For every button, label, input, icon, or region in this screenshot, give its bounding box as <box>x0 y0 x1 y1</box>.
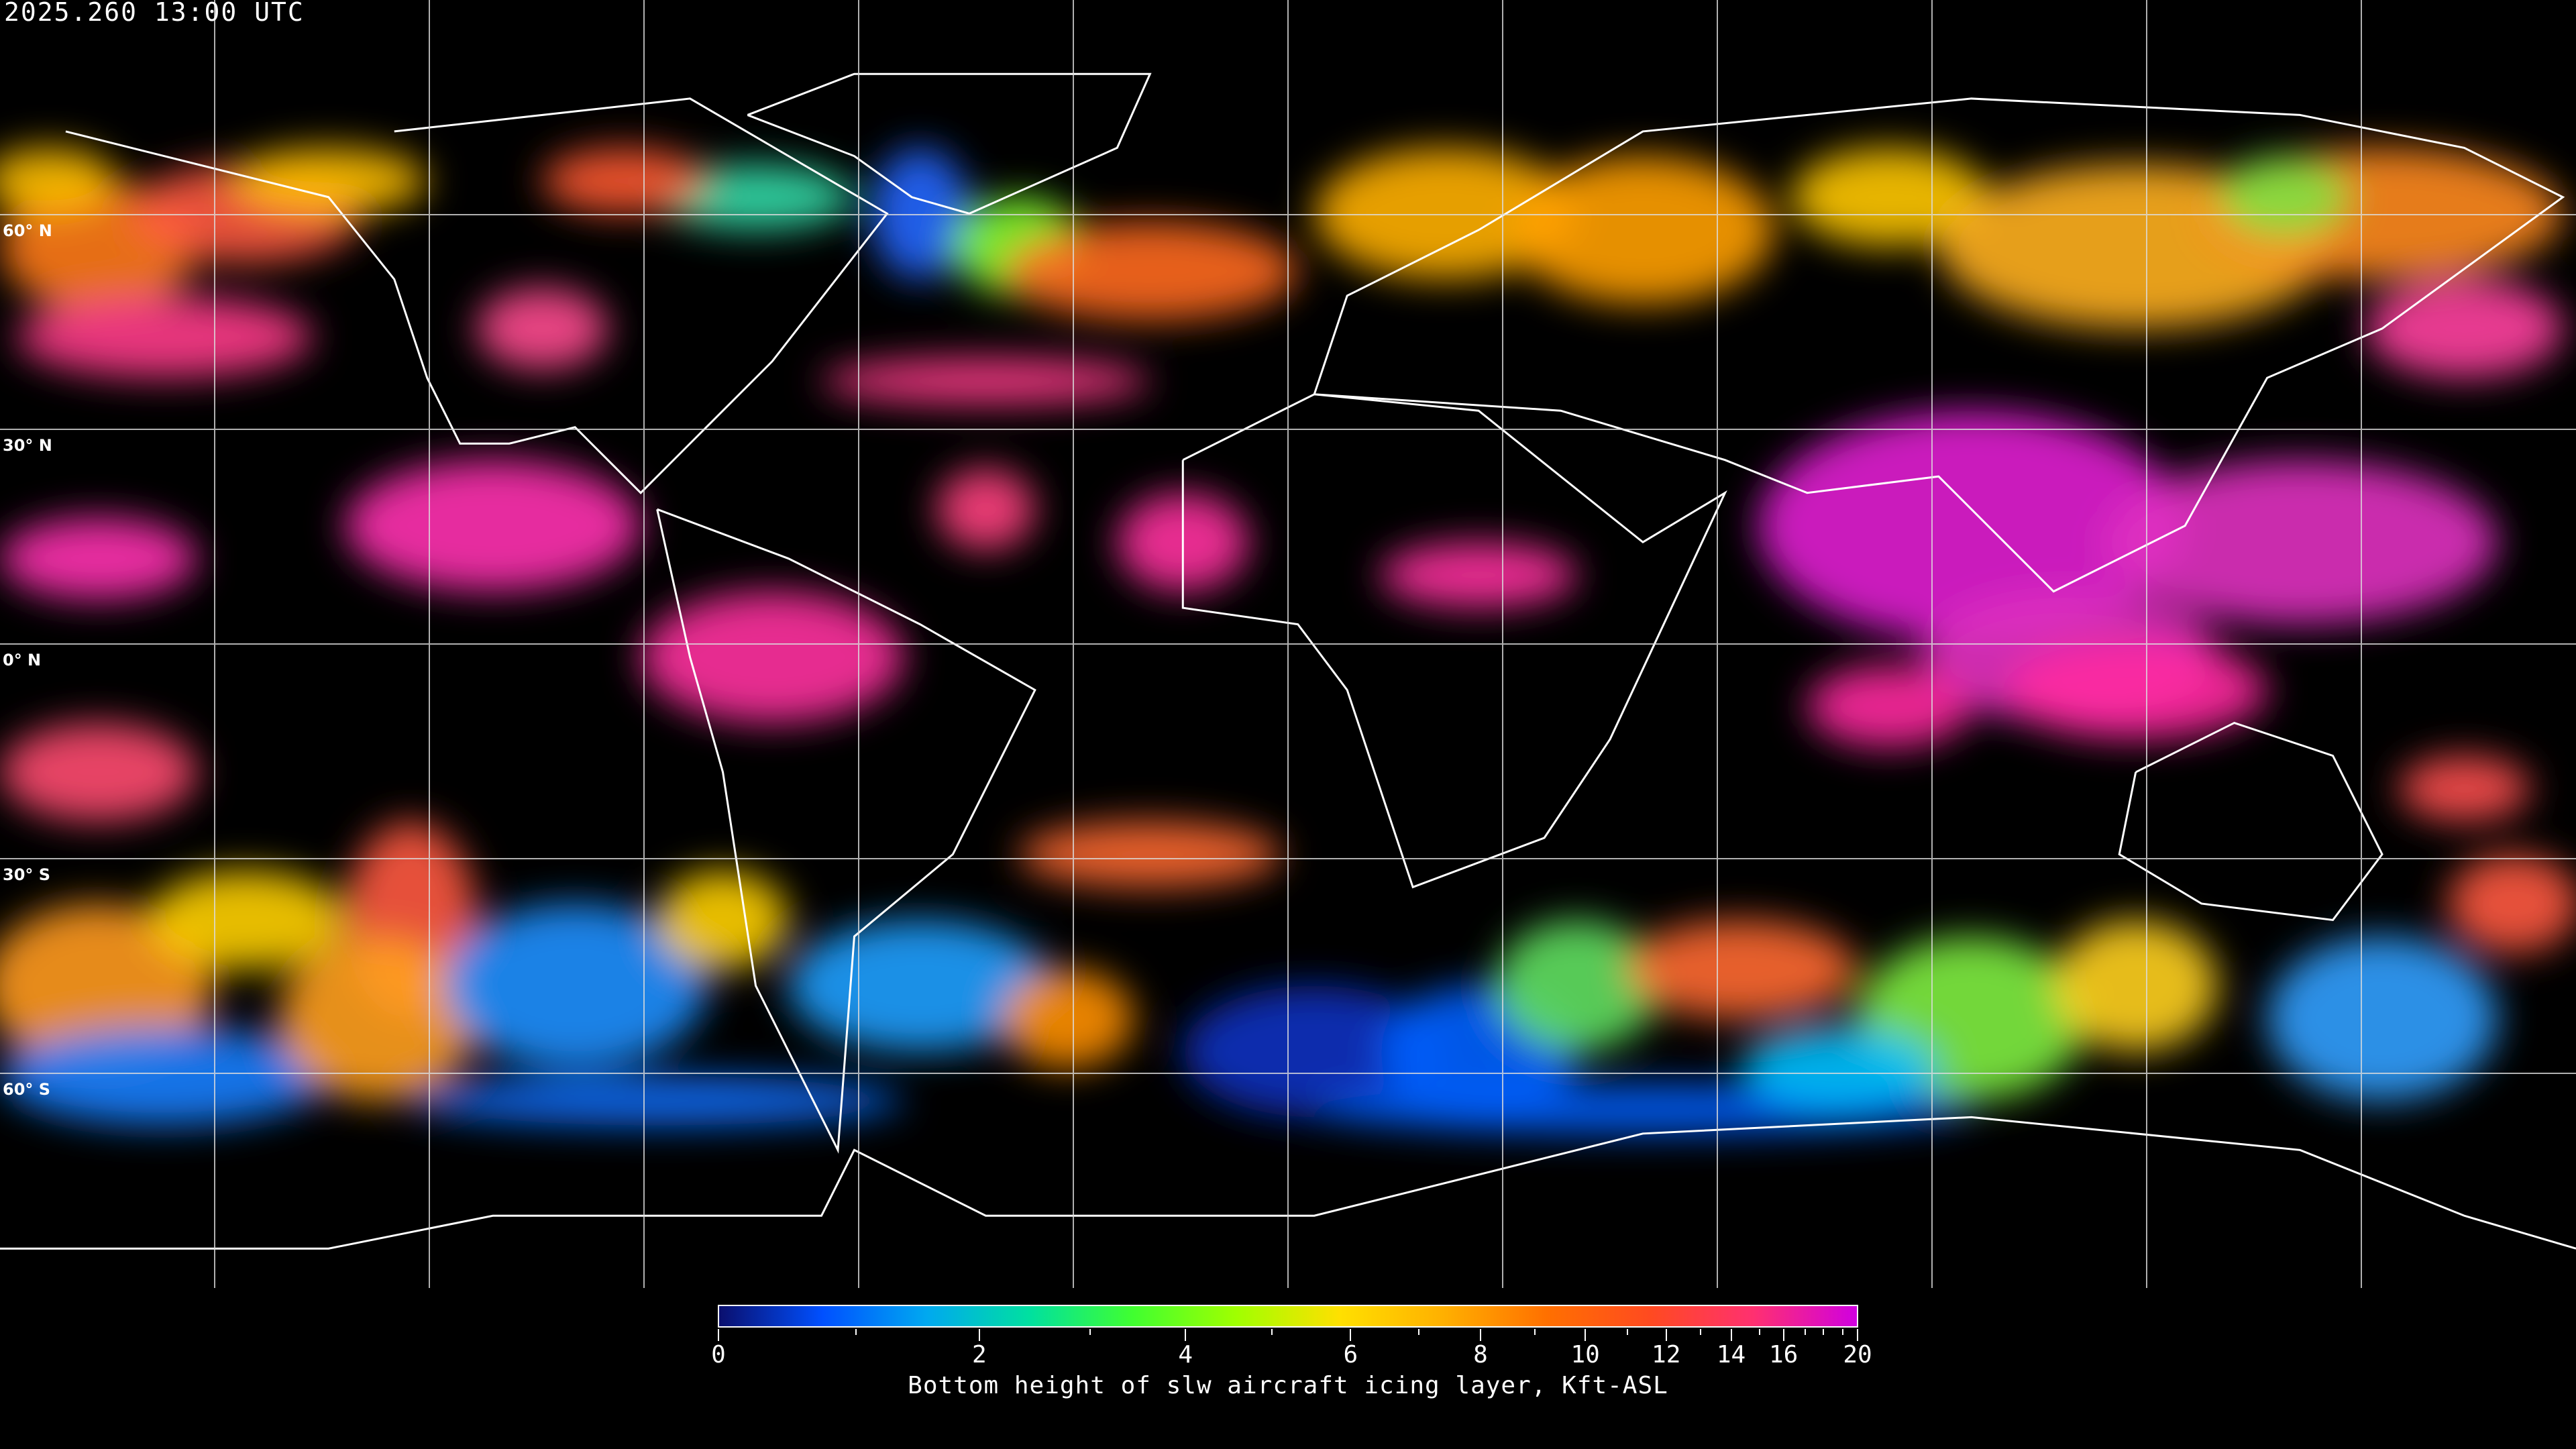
cloud-region <box>411 1076 904 1126</box>
cloud-region <box>2102 460 2498 625</box>
cloud-region <box>16 295 313 378</box>
cloud-region <box>1314 148 1578 280</box>
cloud-region <box>2267 936 2498 1101</box>
cloud-region <box>788 920 1052 1052</box>
cloud-region <box>1807 665 1972 748</box>
cloud-region <box>2365 279 2563 378</box>
icing-field <box>0 148 2576 1134</box>
minor-tick <box>1804 1329 1806 1335</box>
tick-label: 16 <box>1768 1341 1799 1368</box>
cloud-region <box>641 591 904 723</box>
cloud-region <box>1741 1026 1939 1110</box>
cloud-region <box>1495 920 1660 1052</box>
coastline-greenland <box>747 72 1152 215</box>
icing-map <box>0 0 2576 1288</box>
major-tick <box>1730 1329 1732 1341</box>
tick-label: 0 <box>711 1341 726 1368</box>
coastlines <box>0 72 2576 1250</box>
cloud-region <box>2448 854 2576 953</box>
cloud-region <box>1511 156 1774 305</box>
colorbar-ticks: 0 2 4 6 8 10 12 14 16 20 <box>711 1329 1872 1383</box>
cloud-region <box>870 148 969 280</box>
timestamp: 2025.260 13:00 UTC <box>4 0 305 27</box>
minor-tick <box>855 1329 857 1335</box>
major-tick <box>1585 1329 1587 1341</box>
cloud-region <box>0 722 197 822</box>
cloud-region <box>0 1026 329 1126</box>
cloud-region <box>1002 221 1298 321</box>
cloud-region <box>2004 641 2267 740</box>
major-tick <box>1665 1329 1667 1341</box>
cloud-region <box>1018 821 1282 888</box>
coastline-antarctica <box>0 1116 2576 1250</box>
cloud-region <box>821 358 1150 405</box>
cloud-region <box>2398 755 2530 822</box>
cloud-region <box>443 903 707 1068</box>
cloud-region <box>148 870 345 969</box>
minor-tick <box>1841 1329 1843 1335</box>
cloud-region <box>1626 920 1857 1019</box>
major-tick <box>978 1329 980 1341</box>
cloud-region <box>476 287 608 370</box>
lat-label-30n: 30° N <box>3 436 52 455</box>
cloud-region <box>1380 542 1578 608</box>
cloud-region <box>936 468 1035 551</box>
tick-label: 8 <box>1473 1341 1488 1368</box>
lat-label-0n: 0° N <box>3 651 42 669</box>
tick-label: 14 <box>1716 1341 1746 1368</box>
minor-tick <box>1823 1329 1825 1335</box>
cloud-region <box>345 460 641 592</box>
minor-tick <box>1418 1329 1420 1335</box>
tick-label: 12 <box>1652 1341 1681 1368</box>
cloud-region <box>0 148 115 214</box>
cloud-region <box>2053 920 2218 1052</box>
cloud-region <box>2218 156 2350 239</box>
cloud-region <box>279 936 477 1101</box>
cloud-region <box>0 903 214 1068</box>
cloud-region <box>542 148 707 214</box>
minor-tick <box>1271 1329 1273 1335</box>
major-tick <box>1782 1329 1784 1341</box>
cloud-region <box>657 164 855 230</box>
minor-tick <box>1699 1329 1701 1335</box>
graticule <box>0 0 2576 1288</box>
cloud-region <box>1002 969 1134 1068</box>
lat-label-60n: 60° N <box>3 221 52 240</box>
lat-label-60s: 60° S <box>3 1080 51 1099</box>
minor-tick <box>1758 1329 1760 1335</box>
coastline-south-america <box>656 508 1036 1154</box>
colorbar-title: Bottom height of slw aircraft icing laye… <box>908 1372 1668 1399</box>
lat-label-30s: 30° S <box>3 865 51 884</box>
minor-tick <box>1089 1329 1091 1335</box>
coastline-africa <box>1181 393 1727 889</box>
major-tick <box>1479 1329 1481 1341</box>
tick-label: 4 <box>1178 1341 1193 1368</box>
cloud-region <box>657 870 789 969</box>
coastline-eurasia <box>1313 97 2565 593</box>
cloud-region <box>0 517 197 600</box>
coastline-north-america <box>65 97 889 494</box>
cloud-region <box>1790 148 1988 247</box>
coastline-australia <box>2118 721 2383 922</box>
tick-label: 6 <box>1343 1341 1358 1368</box>
colorbar <box>718 1305 1858 1328</box>
tick-label: 2 <box>971 1341 987 1368</box>
major-tick <box>1857 1329 1858 1341</box>
cloud-region <box>229 148 427 214</box>
tick-label: 10 <box>1570 1341 1600 1368</box>
minor-tick <box>1627 1329 1628 1335</box>
cloud-region <box>1183 985 1446 1118</box>
major-tick <box>718 1329 719 1341</box>
cloud-region <box>1758 411 2186 641</box>
minor-tick <box>1534 1329 1536 1335</box>
major-tick <box>1350 1329 1352 1341</box>
tick-label: 20 <box>1843 1341 1872 1368</box>
major-tick <box>1185 1329 1187 1341</box>
